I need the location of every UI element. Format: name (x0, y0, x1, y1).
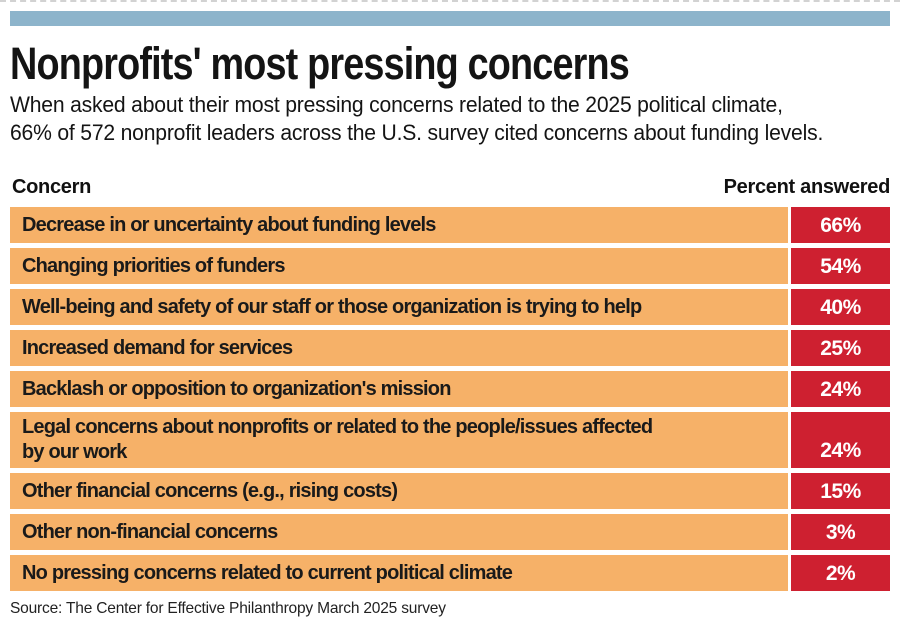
table-row: Other financial concerns (e.g., rising c… (10, 473, 890, 509)
page-title: Nonprofits' most pressing concerns (10, 38, 630, 89)
top-dashed-divider (0, 0, 900, 2)
concern-label: Well-being and safety of our staff or th… (10, 289, 788, 325)
percent-value: 2% (791, 555, 890, 591)
subtitle-line-1: When asked about their most pressing con… (10, 92, 783, 117)
table-row: Decrease in or uncertainty about funding… (10, 207, 890, 243)
concern-label: No pressing concerns related to current … (10, 555, 788, 591)
concern-label: Other non-financial concerns (10, 514, 788, 550)
percent-value: 24% (791, 371, 890, 407)
column-headers: Concern Percent answered (10, 176, 890, 200)
concerns-table: Decrease in or uncertainty about funding… (10, 207, 890, 591)
percent-value: 24% (791, 412, 890, 468)
concern-label: Legal concerns about nonprofits or relat… (10, 412, 788, 468)
table-row: Other non-financial concerns 3% (10, 514, 890, 550)
percent-column-header: Percent answered (723, 176, 891, 198)
table-row: Backlash or opposition to organization's… (10, 371, 890, 407)
subtitle: When asked about their most pressing con… (10, 91, 823, 147)
concern-label: Decrease in or uncertainty about funding… (10, 207, 788, 243)
concern-column-header: Concern (12, 176, 92, 198)
percent-value: 66% (791, 207, 890, 243)
percent-value: 54% (791, 248, 890, 284)
concern-label: Increased demand for services (10, 330, 788, 366)
percent-value: 40% (791, 289, 890, 325)
table-row: Legal concerns about nonprofits or relat… (10, 412, 890, 468)
subtitle-line-2: 66% of 572 nonprofit leaders across the … (10, 120, 824, 145)
accent-bar (10, 11, 890, 26)
source-credit: Source: The Center for Effective Philant… (10, 600, 446, 617)
table-row: Increased demand for services 25% (10, 330, 890, 366)
table-row: Changing priorities of funders 54% (10, 248, 890, 284)
concern-label: Changing priorities of funders (10, 248, 788, 284)
table-row: Well-being and safety of our staff or th… (10, 289, 890, 325)
percent-value: 15% (791, 473, 890, 509)
percent-value: 3% (791, 514, 890, 550)
percent-value: 25% (791, 330, 890, 366)
table-row: No pressing concerns related to current … (10, 555, 890, 591)
concern-label: Other financial concerns (e.g., rising c… (10, 473, 788, 509)
concern-label: Backlash or opposition to organization's… (10, 371, 788, 407)
